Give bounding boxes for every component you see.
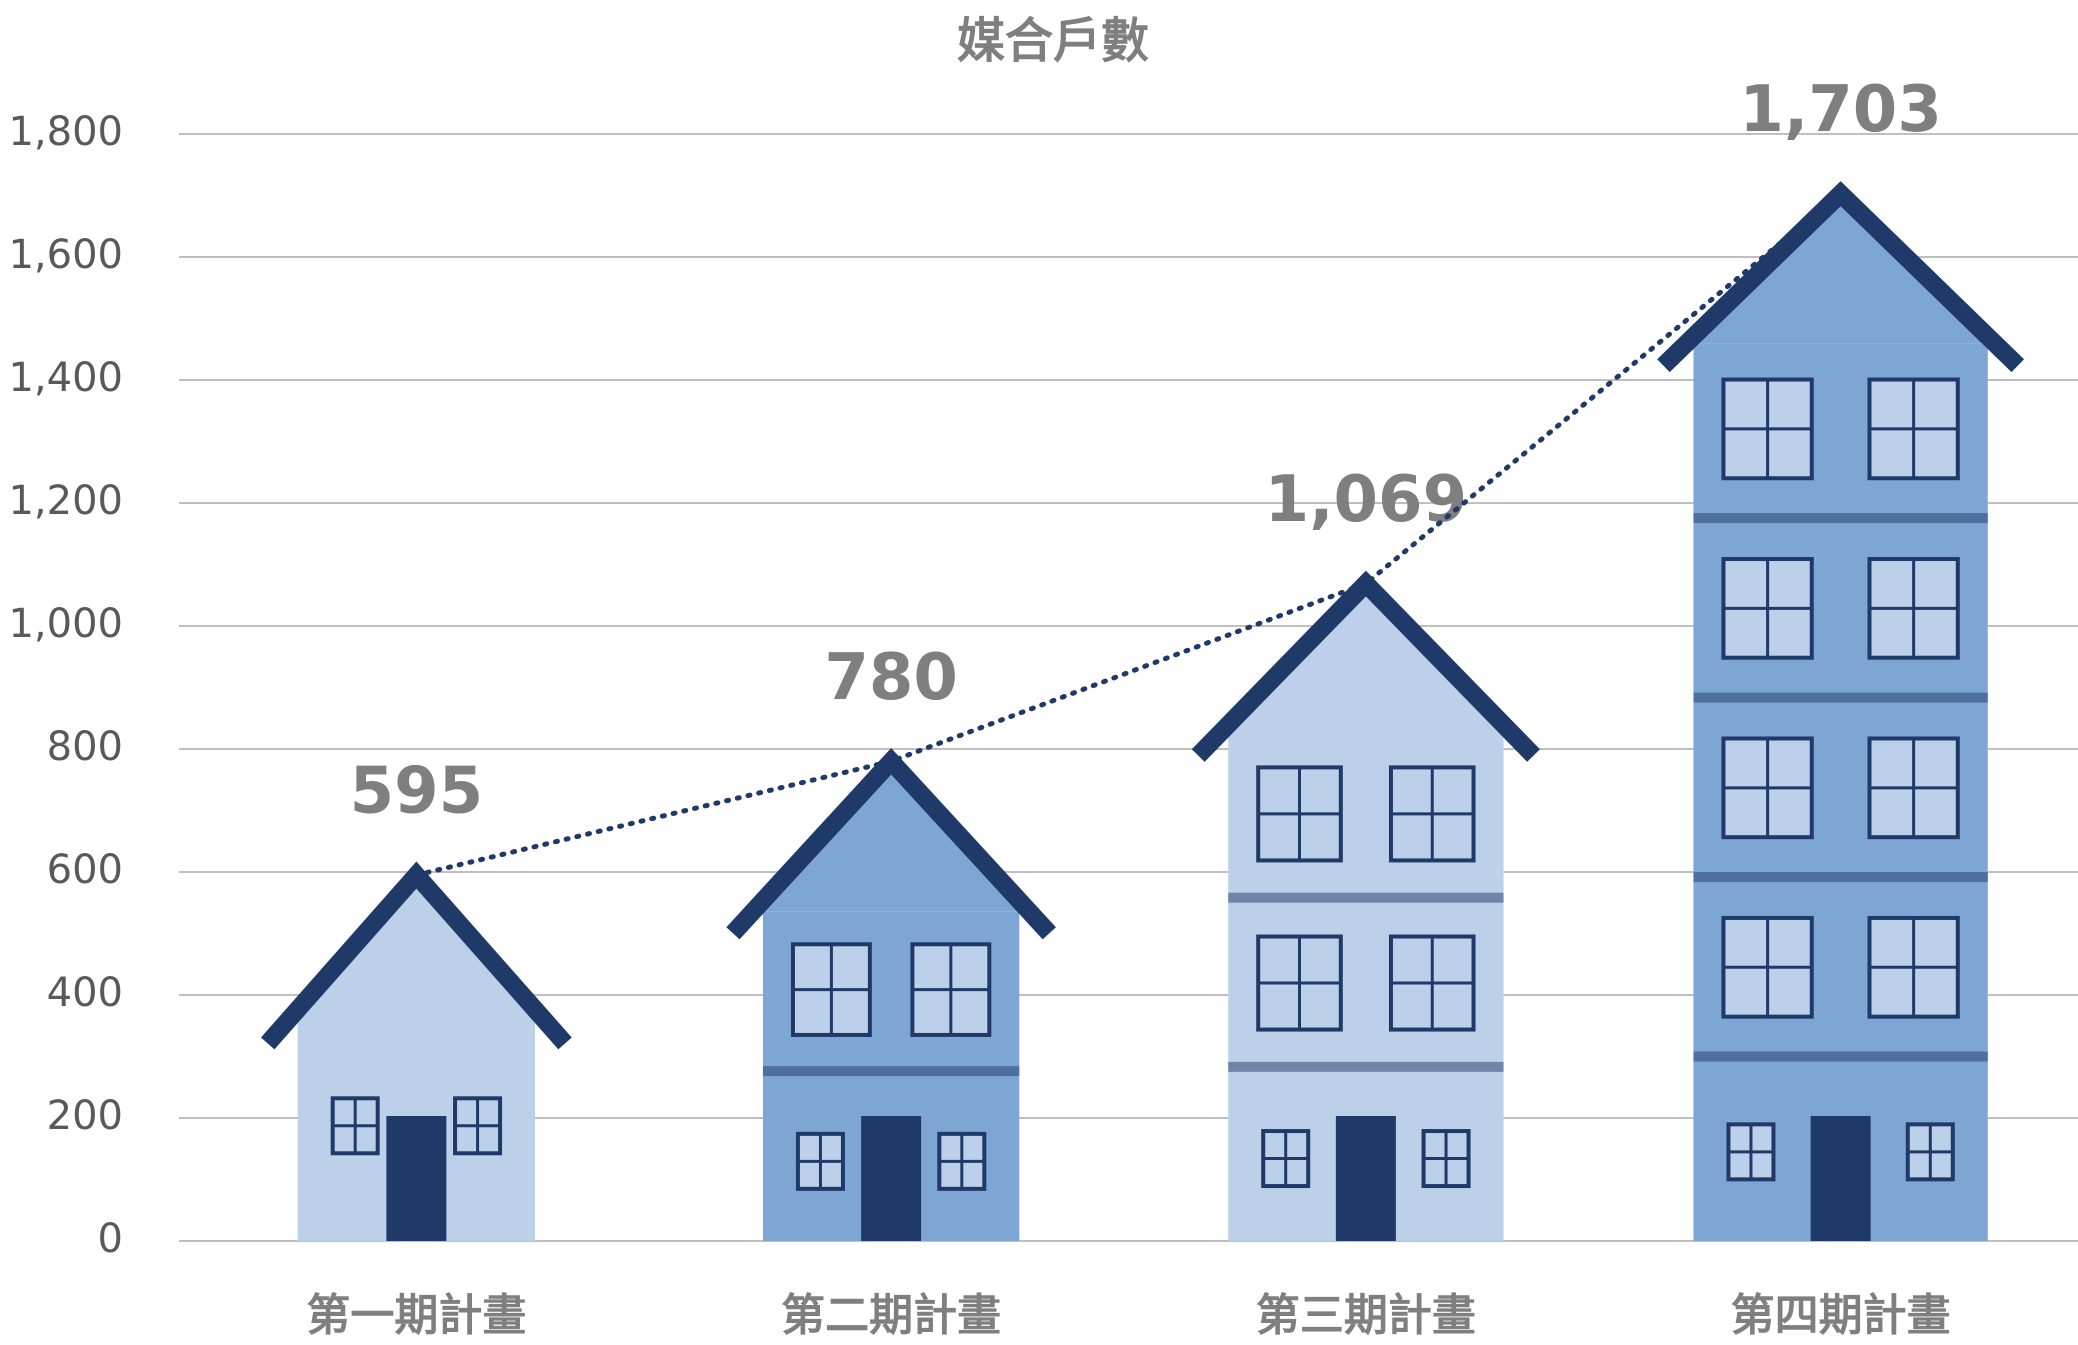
y-tick-label: 1,000 <box>8 601 123 647</box>
y-tick-label: 1,400 <box>8 355 123 401</box>
house-gable <box>1228 595 1504 734</box>
x-tick-label: 第一期計畫 <box>306 1290 526 1341</box>
value-label: 1,069 <box>1265 463 1467 537</box>
floor-band <box>1228 1061 1504 1072</box>
trend-line <box>413 191 1844 878</box>
floor-band <box>1693 1051 1988 1062</box>
floor-band <box>1228 892 1504 903</box>
house-gable <box>762 773 1020 912</box>
door <box>1335 1116 1396 1241</box>
floor-band <box>762 1066 1020 1077</box>
house <box>260 861 572 1241</box>
y-tick-label: 0 <box>98 1216 123 1262</box>
house <box>1657 181 2025 1241</box>
y-tick-label: 600 <box>47 847 123 893</box>
door <box>861 1116 922 1241</box>
chart-title: 媒合戶數 <box>957 13 1149 69</box>
floor-band <box>1693 692 1988 703</box>
y-tick-label: 1,200 <box>8 478 123 524</box>
y-tick-label: 400 <box>47 970 123 1016</box>
x-tick-label: 第三期計畫 <box>1256 1290 1476 1341</box>
value-label: 780 <box>824 641 958 715</box>
floor-band <box>1693 872 1988 883</box>
y-tick-label: 200 <box>47 1093 123 1139</box>
x-tick-label: 第二期計畫 <box>781 1290 1001 1341</box>
x-tick-label: 第四期計畫 <box>1731 1290 1951 1341</box>
y-tick-label: 800 <box>47 724 123 770</box>
house <box>726 748 1056 1241</box>
value-label: 595 <box>350 755 484 829</box>
house <box>1191 570 1540 1241</box>
door <box>1810 1116 1871 1241</box>
y-tick-label: 1,600 <box>8 232 123 278</box>
y-tick-label: 1,800 <box>8 109 123 155</box>
house-gable <box>297 887 536 1022</box>
value-label: 1,703 <box>1739 73 1941 147</box>
house-gable <box>1693 205 1988 344</box>
door <box>386 1116 447 1241</box>
floor-band <box>1693 513 1988 524</box>
roof <box>1191 570 1540 762</box>
